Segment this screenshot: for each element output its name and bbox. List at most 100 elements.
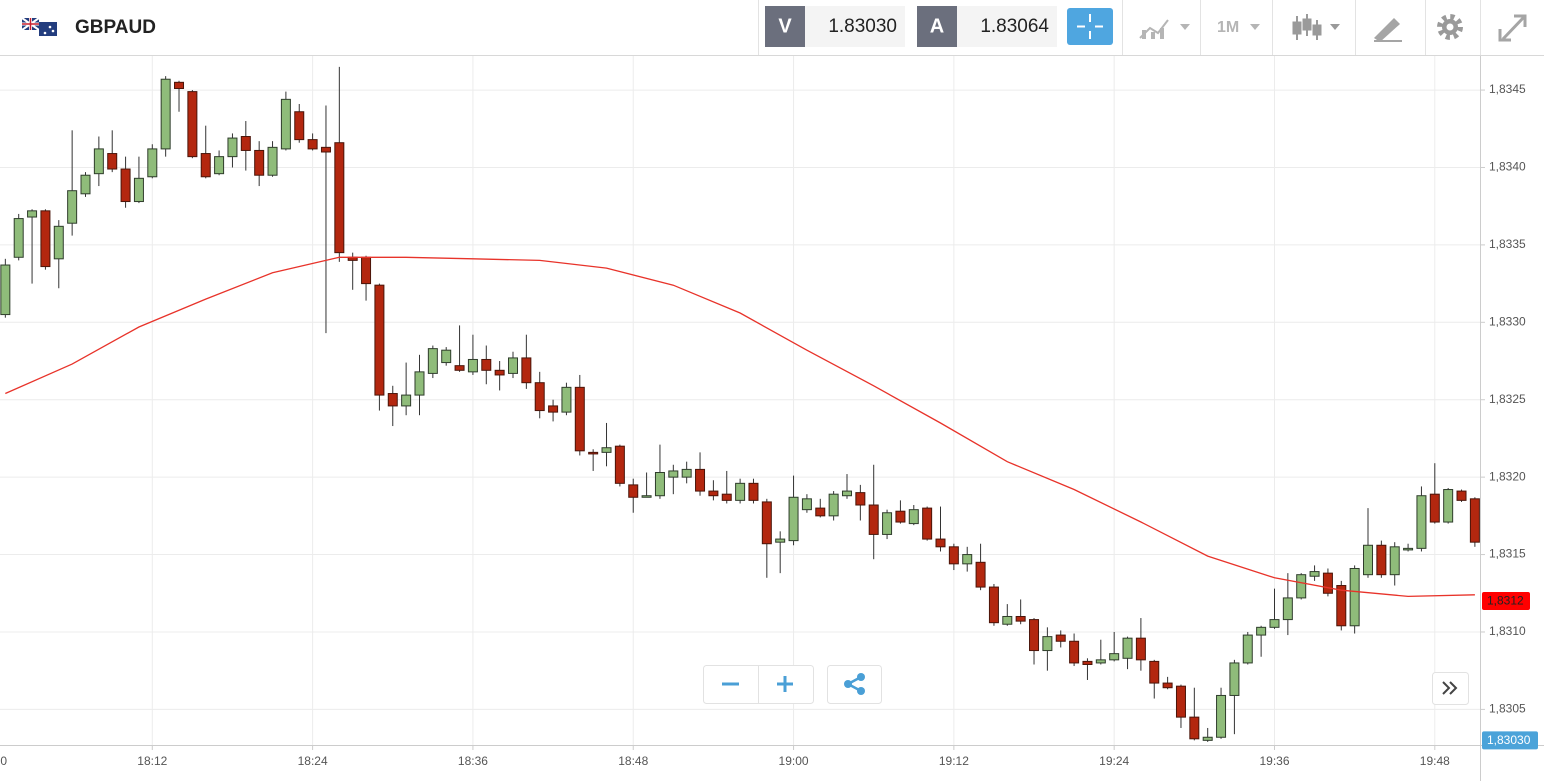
candle-body (962, 554, 973, 565)
drawing-icon[interactable] (1374, 18, 1402, 42)
candle-body (414, 371, 425, 396)
candle-body (601, 447, 612, 453)
candle-body (294, 111, 305, 141)
candle-body (93, 148, 104, 175)
candle-body (1189, 716, 1200, 740)
candle-body (708, 490, 719, 497)
sell-button[interactable] (765, 6, 805, 47)
buy-button[interactable] (917, 6, 957, 47)
fullscreen-icon[interactable] (1498, 14, 1527, 42)
candle-body (80, 174, 91, 195)
buy-price[interactable]: 1.83064 (980, 16, 1049, 37)
candle-body (1443, 489, 1454, 523)
moving-average-line (5, 256, 1475, 598)
candle-body (1389, 546, 1400, 576)
candle-body (1349, 567, 1360, 627)
candle-body (868, 504, 879, 535)
flag-icon (21, 17, 57, 36)
x-tick-label: 18:24 (298, 754, 328, 768)
x-tick-label: 19:48 (1420, 754, 1450, 768)
candle-body (1416, 495, 1427, 549)
scroll-right-button[interactable] (1432, 672, 1469, 705)
price-marker-label: 1,83030 (1487, 733, 1531, 747)
candle-body (975, 561, 986, 588)
candle-body (988, 586, 999, 624)
candle-body (200, 153, 211, 178)
candle-body (1029, 619, 1040, 652)
candle-body (1162, 682, 1173, 689)
candle-body (1229, 662, 1240, 696)
candle-body (67, 190, 78, 224)
candle-body (1376, 544, 1387, 576)
candle-body (948, 546, 959, 565)
candle-body (1469, 498, 1480, 543)
candle-body (1336, 585, 1347, 627)
sell-price-box[interactable] (805, 6, 905, 47)
candle-body (133, 177, 144, 203)
candle-body (935, 538, 946, 548)
candle-body (721, 493, 732, 501)
y-tick-label: 1,8315 (1489, 547, 1526, 561)
candle-body (1216, 694, 1227, 738)
y-tick-label: 1,8340 (1489, 160, 1526, 174)
candle-body (895, 510, 906, 523)
candle-body (120, 168, 131, 203)
zoom-controls[interactable] (703, 665, 814, 704)
candle-body (922, 507, 933, 540)
dropdown-arrow[interactable] (1250, 24, 1260, 30)
candle-body (1122, 637, 1133, 659)
candle-body (240, 136, 251, 151)
candle-body (1363, 544, 1374, 576)
y-tick-label: 1,8345 (1489, 82, 1526, 96)
candle-body (908, 509, 919, 525)
candle-body (534, 382, 545, 412)
candle-body (761, 501, 772, 545)
y-tick-label: 1,8335 (1489, 237, 1526, 251)
timeframe[interactable]: 1M (1217, 19, 1239, 36)
candle-style-icon[interactable] (1292, 14, 1340, 40)
candle-body (1202, 736, 1213, 741)
x-tick-label: 18:48 (618, 754, 648, 768)
candle-body (160, 78, 171, 150)
candle-body (1322, 572, 1333, 594)
candle-body (320, 146, 331, 153)
candle-body (1042, 636, 1053, 652)
candle-body (441, 349, 452, 364)
x-tick-label: 18:36 (458, 754, 488, 768)
candle-body (1175, 685, 1186, 718)
candle-body (815, 507, 826, 517)
candle-body (1002, 615, 1013, 625)
x-tick-label: 19:24 (1099, 754, 1129, 768)
y-tick-label: 1,8305 (1489, 702, 1526, 716)
candle-body (841, 490, 852, 497)
candle-body (107, 153, 118, 170)
buy-label[interactable]: A (930, 15, 944, 37)
price-marker (1482, 592, 1530, 611)
candle-body (1256, 626, 1267, 636)
plot-area (0, 66, 1480, 742)
crosshair-button[interactable] (1067, 8, 1113, 45)
share-button[interactable] (827, 665, 882, 704)
candle-body (828, 493, 839, 517)
candle-body (467, 358, 478, 373)
sell-label[interactable]: V (778, 15, 792, 37)
candle-body (775, 538, 786, 543)
buy-price-box[interactable] (957, 6, 1057, 47)
candle-body (548, 405, 559, 413)
settings-icon[interactable] (1437, 14, 1463, 40)
candle-body (1282, 597, 1293, 621)
x-tick-label: 18:00 (0, 754, 7, 768)
candle-body (735, 482, 746, 501)
candle-body (654, 471, 665, 497)
sell-price[interactable]: 1.83030 (828, 16, 897, 37)
candle-body (427, 348, 438, 374)
candle-body (401, 394, 412, 407)
candle-body (1296, 574, 1307, 599)
chart-type-icon[interactable] (1139, 19, 1190, 39)
y-tick-label: 1,8330 (1489, 314, 1526, 328)
candle-body (1082, 660, 1093, 665)
y-tick-label: 1,8320 (1489, 469, 1526, 483)
candle-body (1109, 653, 1120, 661)
